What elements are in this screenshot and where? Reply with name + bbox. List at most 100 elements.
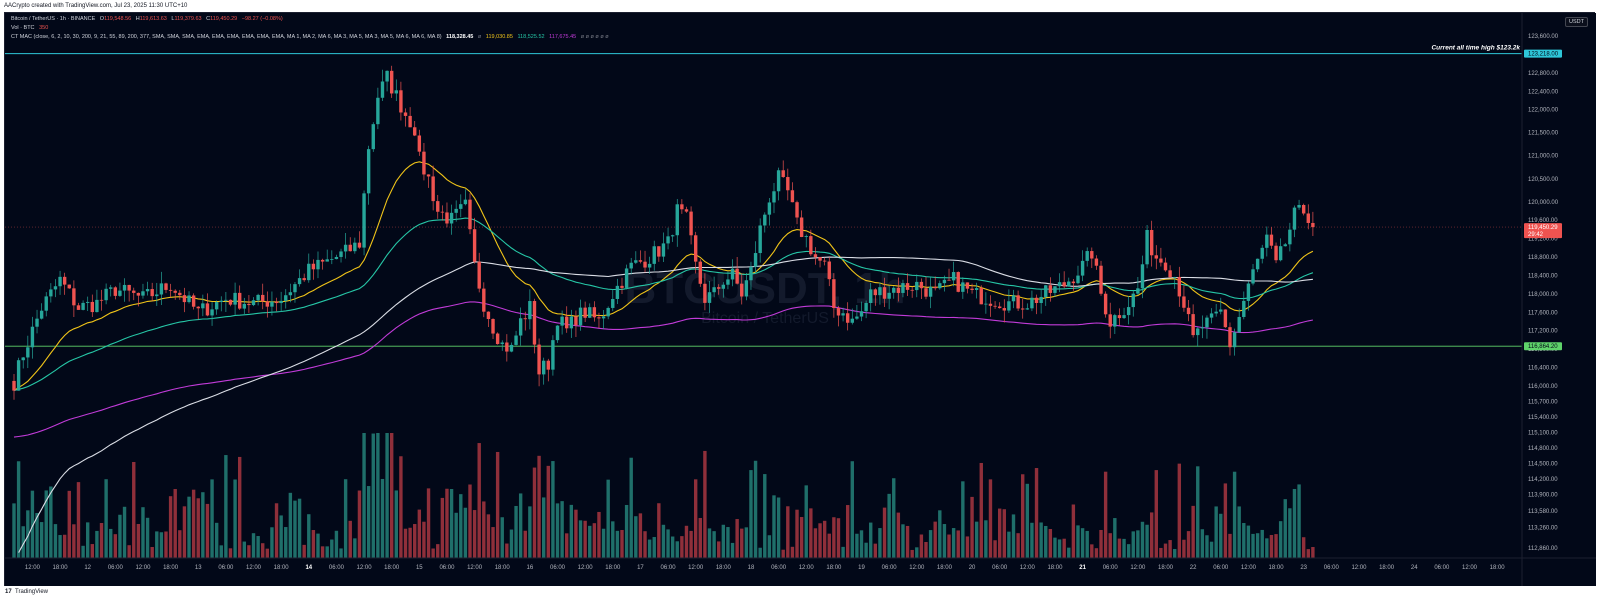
volume-bar: [1025, 483, 1030, 558]
volume-bar: [1076, 525, 1080, 558]
currency-selector[interactable]: USDT: [1565, 17, 1588, 27]
volume-bar: [588, 525, 592, 558]
volume-bar: [454, 512, 458, 558]
chart-frame[interactable]: BTCUSDT, 1h Bitcoin / TetherUS Current all…: [4, 12, 1596, 587]
volume-bar: [859, 530, 864, 558]
y-tick-label: 113,260.00: [1528, 525, 1558, 531]
price-axis-panel[interactable]: [1522, 13, 1596, 587]
volume-bar: [896, 512, 901, 558]
candle-body: [500, 342, 504, 345]
ma-value-1: 118,328.45: [446, 34, 474, 40]
volume-bar: [320, 546, 325, 558]
candle-body: [394, 90, 398, 94]
volume-bar: [90, 544, 95, 558]
support-price-tag-bg: [1524, 342, 1562, 351]
support-price-tag: 116,864.20: [1528, 344, 1558, 350]
volume-bar: [1053, 537, 1057, 558]
candle-body: [574, 316, 578, 326]
candle-body: [726, 279, 730, 285]
volume-bar: [1306, 549, 1310, 558]
volume-bar: [1246, 525, 1251, 558]
candle-body: [947, 279, 951, 281]
candle-body: [882, 287, 887, 299]
indicator-legend: CT MAC (close, 6, 2, 10, 30, 200, 9, 21,…: [11, 34, 612, 40]
candle-body: [348, 244, 352, 252]
volume-bar: [1186, 531, 1191, 558]
volume-bar: [799, 517, 804, 558]
candle-body: [164, 283, 168, 290]
x-tick-label: 12:00: [25, 565, 41, 571]
candle-body: [661, 243, 666, 257]
candle-body: [707, 292, 712, 303]
y-tick-label: 118,000.00: [1528, 292, 1558, 298]
volume-bar: [81, 545, 85, 558]
x-tick-label: 12:00: [909, 565, 925, 571]
candle-body: [1297, 204, 1301, 208]
volume-bar: [1002, 509, 1006, 558]
volume-bar: [546, 465, 550, 558]
y-tick-label: 115,400.00: [1528, 415, 1558, 421]
candle-body: [680, 204, 684, 210]
candle-body: [859, 311, 864, 317]
candle-body: [951, 272, 956, 281]
candle-body: [601, 316, 606, 319]
candle-body: [127, 284, 131, 291]
volume-bar: [150, 546, 154, 558]
candle-body: [1242, 300, 1246, 317]
candle-body: [1269, 234, 1274, 246]
volume-label: Vol · BTC: [11, 25, 35, 31]
volume-bar: [178, 530, 182, 558]
y-tick-label: 114,500.00: [1528, 461, 1558, 467]
volume-bar: [555, 503, 560, 558]
volume-bar: [62, 534, 67, 558]
volume-bar: [882, 507, 887, 558]
candle-body: [555, 325, 560, 341]
volume-bar: [661, 524, 666, 558]
time-axis-panel[interactable]: [5, 558, 1596, 587]
x-tick-label: 06:00: [1324, 565, 1340, 571]
volume-bar: [76, 482, 81, 558]
last-price-tag-bg: [1524, 223, 1562, 239]
volume-bar: [942, 524, 947, 558]
volume-bar: [463, 507, 468, 558]
x-tick-label: 06:00: [1434, 565, 1450, 571]
candle-body: [1255, 258, 1260, 270]
candle-body: [237, 292, 242, 309]
volume-bar: [1242, 522, 1246, 558]
volume-bar: [657, 503, 661, 558]
volume-bar: [1274, 534, 1278, 558]
candle-body: [509, 344, 514, 352]
volume-bar: [1209, 541, 1214, 558]
tradingview-logo-icon: 17: [5, 589, 12, 595]
volume-bar: [813, 528, 818, 558]
volume-bar: [1145, 524, 1149, 558]
candle-body: [168, 289, 173, 291]
volume-bar: [228, 548, 233, 558]
candle-body: [302, 278, 306, 281]
candle-body: [288, 292, 293, 296]
volume-bar: [744, 527, 749, 558]
volume-bar: [1255, 533, 1260, 558]
volume-bar: [279, 515, 283, 558]
volume-bar: [1090, 544, 1094, 558]
candle-body: [1288, 229, 1292, 245]
x-tick-label: 18:00: [1047, 565, 1063, 571]
candle-body: [1016, 295, 1020, 309]
candle-body: [615, 285, 620, 299]
x-tick-label: 18: [748, 565, 755, 571]
volume-bar: [132, 461, 136, 558]
candle-body: [1219, 309, 1223, 312]
candle-body: [417, 135, 422, 152]
candle-body: [53, 286, 58, 290]
candle-body: [560, 316, 564, 326]
candle-body: [537, 344, 541, 375]
volume-bar: [307, 514, 311, 558]
volume-bar: [624, 504, 629, 558]
candle-body: [901, 283, 905, 293]
volume-bar: [1232, 471, 1237, 558]
high-label: H: [135, 16, 140, 22]
volume-bar: [205, 503, 210, 558]
volume-bar: [869, 522, 873, 558]
volume-bar: [592, 523, 597, 558]
